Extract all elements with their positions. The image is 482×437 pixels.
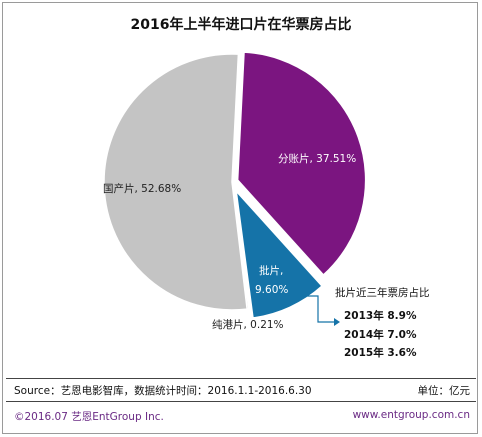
callout-item-2014: 2014年 7.0%	[344, 329, 417, 341]
chart-frame	[2, 2, 478, 434]
callout-arrow	[334, 318, 340, 326]
copyright-text: ©2016.07 艺恩EntGroup Inc.	[14, 411, 164, 423]
label-pian-2: 9.60%	[255, 284, 288, 296]
unit-text: 单位：亿元	[417, 385, 471, 397]
source-bar: Source：艺恩电影智库，数据统计时间：2016.1.1-2016.6.30 …	[6, 378, 476, 402]
callout-item-2013: 2013年 8.9%	[344, 310, 417, 322]
label-guochan: 国产片, 52.68%	[103, 182, 181, 195]
callout-title: 批片近三年票房占比	[335, 287, 430, 299]
slice-pian	[235, 188, 324, 319]
callout-connector	[300, 295, 334, 323]
label-fenzhang: 分账片, 37.51%	[278, 152, 356, 165]
source-text: Source：艺恩电影智库，数据统计时间：2016.1.1-2016.6.30	[14, 385, 312, 397]
chart-title: 2016年上半年进口片在华票房占比	[130, 17, 352, 33]
website-link[interactable]: www.entgroup.com.cn	[352, 409, 470, 421]
label-chungang: 纯港片, 0.21%	[212, 318, 284, 331]
slice-fenzhang	[236, 51, 367, 277]
label-pian-1: 批片,	[259, 264, 283, 277]
slice-guochan	[103, 53, 248, 311]
callout-item-2015: 2015年 3.6%	[344, 347, 417, 359]
